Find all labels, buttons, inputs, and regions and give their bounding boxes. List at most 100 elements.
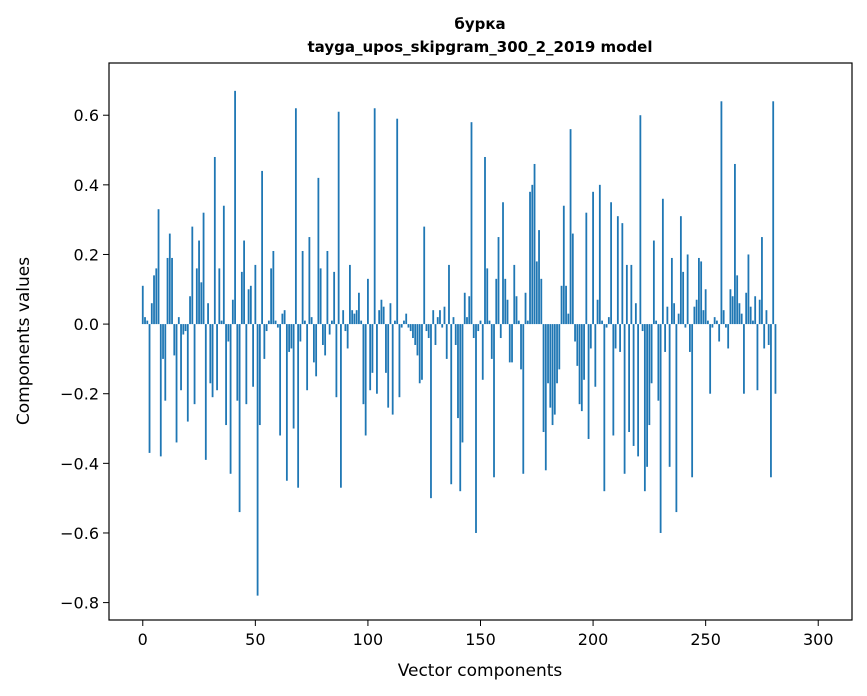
bar — [303, 320, 306, 325]
bar — [258, 324, 261, 426]
bar — [308, 237, 311, 325]
bar — [290, 324, 293, 349]
bar — [540, 278, 543, 325]
bar — [342, 310, 345, 325]
bar — [484, 156, 486, 325]
bar — [349, 264, 351, 325]
bar — [281, 313, 284, 325]
bar — [695, 299, 698, 325]
bar — [234, 90, 236, 325]
bar — [743, 324, 745, 394]
bar — [598, 184, 601, 325]
bar — [601, 320, 603, 325]
bar — [668, 324, 671, 467]
bar — [745, 292, 748, 325]
bar — [558, 324, 561, 370]
bar — [301, 250, 304, 325]
x-tick-label: 200 — [578, 630, 609, 649]
bar — [556, 324, 558, 384]
bar — [236, 324, 239, 401]
bar — [267, 320, 270, 325]
bar — [486, 268, 489, 325]
bar — [321, 324, 324, 345]
bar — [551, 324, 554, 426]
bar — [389, 303, 392, 325]
bar — [340, 324, 342, 488]
bar — [614, 324, 617, 349]
bar — [625, 264, 628, 325]
bar — [466, 317, 468, 325]
bar — [729, 289, 732, 325]
bar — [191, 226, 194, 325]
bar — [254, 264, 257, 325]
bar — [306, 324, 309, 391]
bar — [335, 324, 338, 398]
bar — [439, 310, 441, 325]
bar — [297, 324, 300, 488]
bar — [294, 108, 297, 325]
bar — [164, 324, 167, 401]
y-tick-label: 0.2 — [74, 245, 99, 264]
bar — [367, 278, 369, 325]
bar — [220, 320, 223, 325]
bar — [425, 324, 428, 332]
bar — [504, 278, 507, 325]
bar — [207, 303, 209, 325]
bar — [508, 324, 511, 363]
bar — [353, 313, 356, 325]
bar — [761, 237, 763, 325]
bar — [380, 299, 383, 325]
bar — [587, 324, 590, 439]
bar — [659, 324, 662, 533]
bar — [409, 324, 412, 332]
bar — [594, 324, 597, 387]
bar — [144, 317, 146, 325]
bar — [162, 324, 164, 359]
bar — [774, 324, 777, 394]
bar — [738, 303, 741, 325]
bar — [358, 292, 360, 325]
bar — [256, 324, 259, 596]
bar — [520, 324, 522, 370]
bar — [324, 324, 327, 356]
bar — [542, 324, 545, 433]
bar — [481, 324, 484, 380]
bar — [418, 324, 421, 384]
bar — [195, 268, 198, 325]
bar — [180, 324, 182, 391]
bar — [427, 324, 430, 339]
bar — [646, 324, 649, 467]
bar — [155, 268, 158, 325]
bar — [396, 118, 399, 325]
bar — [756, 324, 759, 391]
bar — [628, 324, 630, 433]
bar — [204, 324, 207, 460]
bar — [200, 282, 203, 325]
bar — [211, 324, 214, 398]
bar — [328, 324, 331, 335]
bar — [707, 320, 709, 325]
bar — [398, 324, 401, 398]
bar — [619, 324, 621, 352]
bar — [657, 324, 660, 401]
bar — [684, 324, 687, 328]
bar — [373, 108, 376, 325]
bar — [679, 216, 682, 325]
bar — [441, 324, 444, 328]
y-tick-label: −0.4 — [60, 454, 99, 473]
bar — [538, 230, 540, 325]
bar — [666, 306, 669, 325]
x-tick-label: 50 — [245, 630, 265, 649]
x-axis-label: Vector components — [398, 661, 563, 681]
bar — [385, 324, 387, 373]
bar — [612, 324, 615, 436]
bar — [583, 324, 585, 380]
bar — [299, 324, 302, 342]
bar — [506, 299, 509, 325]
bar — [450, 324, 453, 485]
bar — [189, 296, 191, 325]
bar — [283, 310, 286, 325]
bar — [475, 324, 477, 533]
bar — [198, 240, 200, 325]
x-tick-label: 0 — [138, 630, 148, 649]
